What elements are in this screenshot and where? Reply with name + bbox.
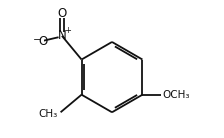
Text: CH₃: CH₃ <box>38 109 57 119</box>
Text: OCH₃: OCH₃ <box>162 90 190 100</box>
Text: O: O <box>39 35 48 48</box>
Text: −: − <box>33 35 42 45</box>
Text: N: N <box>58 29 66 42</box>
Text: +: + <box>65 26 71 35</box>
Text: O: O <box>57 7 67 20</box>
